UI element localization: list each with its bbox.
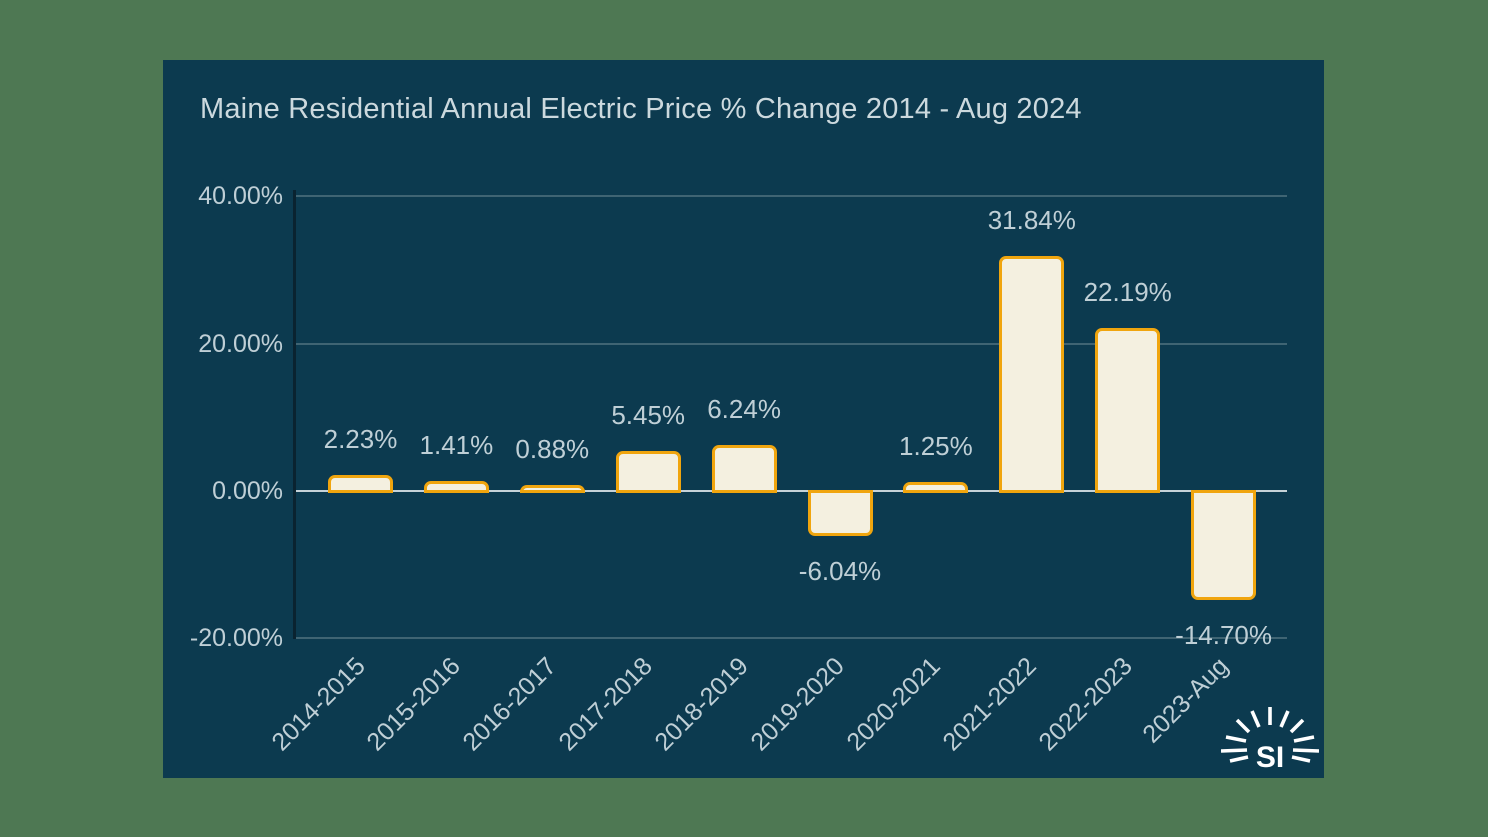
bar-value-label: 5.45% xyxy=(611,399,686,430)
y-axis-line xyxy=(293,190,296,639)
bar-value-label: 1.41% xyxy=(419,429,494,460)
zero-gridline xyxy=(295,490,1287,492)
bar xyxy=(1191,490,1257,601)
logo-rays xyxy=(1221,707,1319,763)
bar-value-label: 22.19% xyxy=(1083,276,1172,307)
logo-text: SI xyxy=(1256,741,1284,772)
bar xyxy=(423,480,489,493)
plot-area: 40.00% 20.00% 0.00% -20.00% 2.23% 2014-2015 1.… xyxy=(163,60,1324,778)
si-sunburst-logo: SI xyxy=(1221,707,1319,772)
bar-value-label: 6.24% xyxy=(707,394,781,425)
bar xyxy=(807,490,873,537)
bar xyxy=(903,481,969,493)
bar-value-label: 31.84% xyxy=(987,205,1076,236)
y-tick-label: 20.00% xyxy=(198,329,283,358)
bar xyxy=(1095,327,1161,493)
bar xyxy=(328,474,393,493)
chart-title: Maine Residential Annual Electric Price … xyxy=(200,93,1082,125)
bar-value-label: -6.04% xyxy=(798,556,882,587)
y-tick-label: -20.00% xyxy=(189,624,283,653)
chart-panel: Maine Residential Annual Electric Price … xyxy=(163,60,1324,778)
bar xyxy=(615,450,681,493)
gridline xyxy=(295,637,1287,640)
gridline xyxy=(295,195,1287,198)
y-tick-label: 0.00% xyxy=(212,477,283,505)
gridline xyxy=(295,342,1287,345)
bar-value-label: 1.25% xyxy=(899,430,973,461)
bar xyxy=(519,484,585,493)
y-tick-label: 40.00% xyxy=(198,182,283,211)
bar xyxy=(711,445,777,493)
bar-value-label: -14.70% xyxy=(1175,620,1273,651)
bar xyxy=(999,256,1065,493)
bar-value-label: 2.23% xyxy=(323,423,398,454)
bar-value-label: 0.88% xyxy=(515,433,590,464)
